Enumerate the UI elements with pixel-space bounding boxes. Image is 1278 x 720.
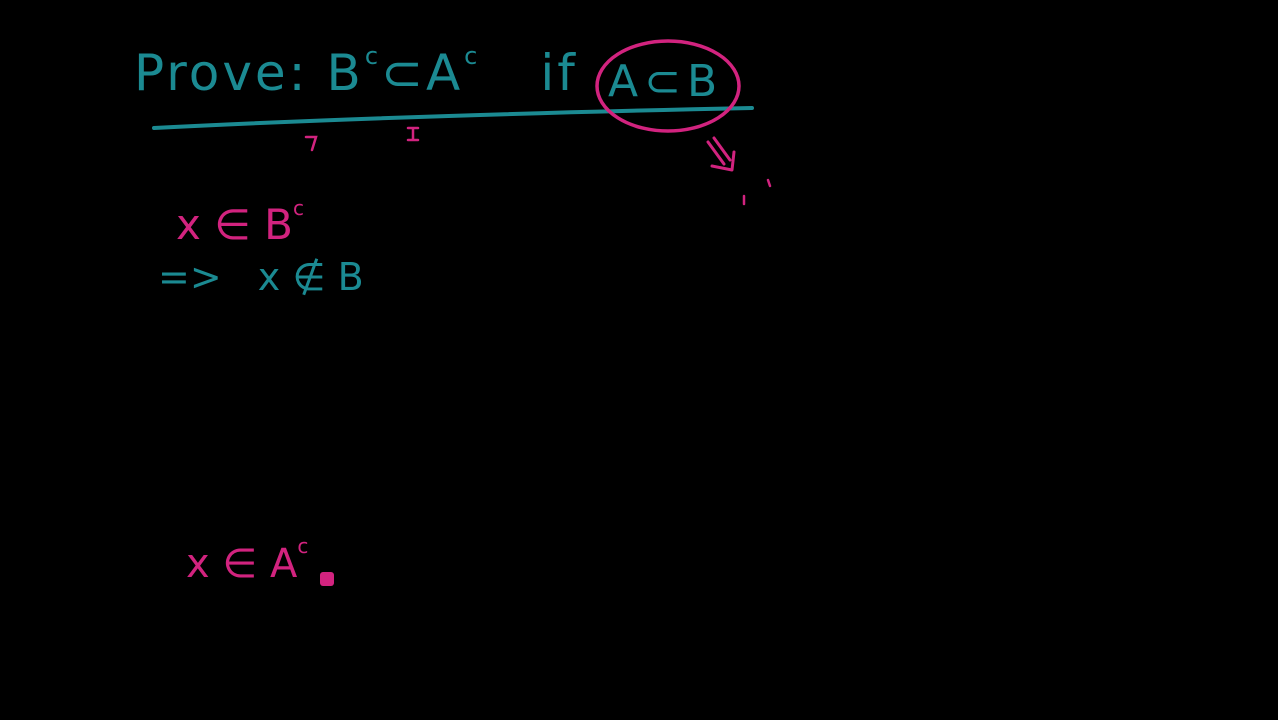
if-word: if [540, 44, 578, 102]
double-arrow-icon [706, 136, 736, 172]
step-line-2: => x ∉ B [158, 258, 364, 296]
step1-lhs: x [176, 200, 201, 249]
step3-set: A [269, 541, 298, 587]
subset-symbol: ⊂ [381, 44, 426, 102]
pen-cursor [320, 572, 334, 586]
step-line-3: x ∈ Ac [186, 536, 308, 584]
condition-circle [595, 39, 741, 133]
step2-lhs: x [257, 255, 281, 299]
step1-complement: c [293, 196, 304, 220]
statement: Bc⊂Ac [327, 44, 481, 102]
prove-label: Prove: [134, 44, 309, 102]
step-line-1: x ∈ Bc [176, 198, 304, 246]
statement-lhs-complement: c [364, 42, 382, 70]
step3-op: ∈ [222, 541, 258, 587]
statement-rhs: A [425, 44, 464, 102]
condition-set: A⊂B [608, 56, 724, 107]
step3-complement: c [297, 534, 309, 558]
step3-lhs: x [186, 541, 210, 587]
problem-statement: Prove: Bc⊂Ac if [134, 44, 618, 98]
step1-set: B [264, 200, 293, 249]
step1-op: ∈ [214, 200, 251, 249]
mark-under-a [406, 126, 420, 142]
title-underline [152, 106, 754, 130]
stray-marks [742, 178, 772, 206]
step2-set: B [337, 255, 364, 299]
statement-rhs-complement: c [464, 42, 481, 70]
implies-arrow: => [158, 255, 222, 299]
statement-lhs: B [326, 44, 364, 102]
mark-under-b [304, 135, 318, 152]
step2-op: ∉ [292, 255, 326, 299]
